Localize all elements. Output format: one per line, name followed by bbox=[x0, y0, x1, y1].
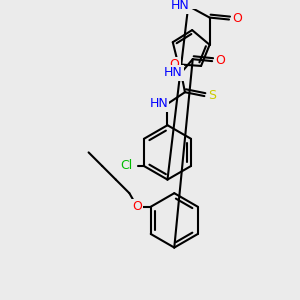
Text: S: S bbox=[208, 88, 216, 102]
Text: HN: HN bbox=[171, 0, 190, 12]
Text: O: O bbox=[169, 58, 179, 71]
Text: HN: HN bbox=[149, 97, 168, 110]
Text: O: O bbox=[215, 54, 225, 67]
Text: O: O bbox=[132, 200, 142, 213]
Text: Cl: Cl bbox=[120, 160, 133, 172]
Text: HN: HN bbox=[164, 66, 183, 79]
Text: O: O bbox=[232, 12, 242, 25]
